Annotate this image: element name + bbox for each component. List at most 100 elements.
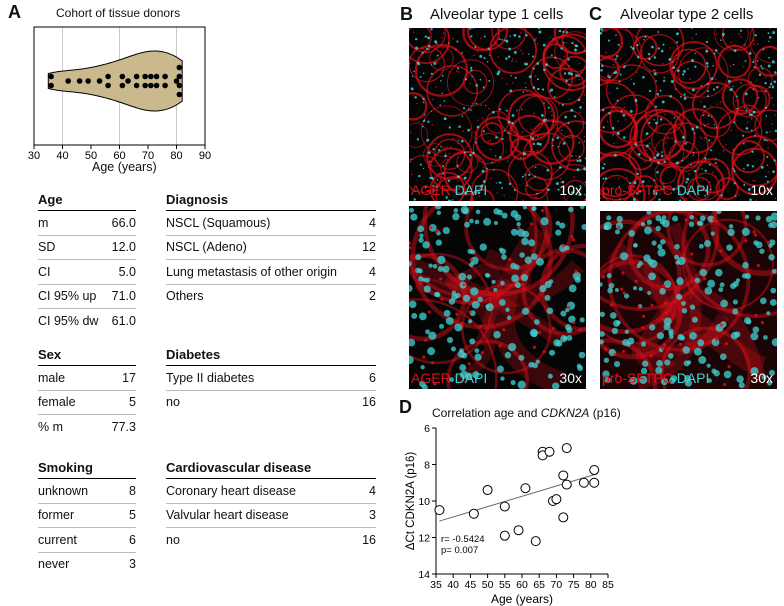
y-tick-label: 6 — [424, 423, 430, 435]
table-cell-value: 16 — [362, 532, 376, 547]
violin-tick-label: 70 — [142, 150, 154, 162]
x-tick-label: 60 — [516, 579, 528, 591]
table-cell-value: 6 — [369, 370, 376, 385]
table-cell-label: no — [166, 395, 180, 410]
table-header-sex: Sex — [38, 345, 136, 366]
violin-dot — [105, 73, 111, 80]
table-row: no 16 — [166, 391, 376, 415]
x-tick-label: 65 — [533, 579, 545, 591]
table-row: male 17 — [38, 366, 136, 391]
marker-label: pro-SFTPC — [602, 370, 673, 386]
marker-label: pro-SFTPC — [602, 182, 673, 198]
scatter-point — [499, 530, 510, 541]
violin-dot — [76, 78, 83, 84]
magnification-label: 10x — [559, 182, 582, 198]
table-row: Valvular heart disease 3 — [166, 504, 376, 528]
micrograph-title-b: Alveolar type 1 cells — [430, 6, 564, 23]
x-tick-label: 80 — [585, 579, 597, 591]
panel-letter-d: D — [399, 397, 412, 417]
scatter-point — [551, 494, 562, 505]
x-tick-label: 35 — [430, 579, 442, 591]
violin-tick-label: 80 — [170, 150, 182, 162]
scatter-point — [482, 485, 493, 496]
dapi-label: DAPI — [676, 370, 710, 386]
violin-dot — [133, 82, 140, 89]
scatter-point — [513, 525, 524, 536]
table-cell-label: Coronary heart disease — [166, 483, 296, 498]
marker-label: AGER — [411, 182, 451, 198]
table-cell-value: 12 — [362, 240, 376, 255]
scatter-point — [434, 505, 445, 516]
table-header-cardio: Cardiovascular disease — [166, 458, 376, 479]
annotation-r: r= -0.5424 — [441, 534, 485, 545]
violin-tick-label: 90 — [199, 150, 211, 162]
violin-dot — [85, 78, 91, 84]
annotation-p: p= 0.007 — [441, 545, 478, 556]
x-axis-label: Age (years) — [491, 592, 553, 606]
scatter-point — [589, 464, 600, 475]
magnification-label: 10x — [750, 182, 773, 198]
table-cell-label: former — [38, 508, 75, 523]
scatter-point — [578, 477, 589, 488]
table-header-diabetes: Diabetes — [166, 345, 376, 366]
table-cell-value: 3 — [129, 557, 136, 572]
panel-letter-a: A — [8, 2, 21, 22]
table-cell-value: 5 — [129, 395, 136, 410]
x-tick-label: 45 — [465, 579, 477, 591]
table-header-smoking: Smoking — [38, 458, 136, 479]
table-cell-value: 66.0 — [111, 215, 136, 230]
violin-tick-label: 30 — [28, 150, 40, 162]
table-row: % m 77.3 — [38, 415, 136, 439]
table-cell-label: never — [38, 557, 70, 572]
violin-title: Cohort of tissue donors — [56, 6, 181, 20]
violin-dot — [119, 82, 126, 89]
dapi-label: DAPI — [454, 182, 488, 198]
table-diabetes: Diabetes Type II diabetes 6 no 16 — [166, 345, 376, 414]
table-row: m 66.0 — [38, 211, 136, 236]
violin-dot — [142, 73, 148, 80]
violin-tick-label: 60 — [113, 150, 125, 162]
violin-dot — [148, 82, 154, 89]
table-row: Type II diabetes 6 — [166, 366, 376, 391]
dapi-label: DAPI — [676, 182, 710, 198]
table-row: CI 5.0 — [38, 260, 136, 285]
scatter-title: Correlation age and CDKN2A (p16) — [432, 406, 621, 420]
micrograph-title-c: Alveolar type 2 cells — [620, 6, 754, 23]
table-row: Others 2 — [166, 285, 376, 309]
table-cell-value: 2 — [369, 289, 376, 304]
violin-dot — [65, 78, 71, 84]
table-row: Coronary heart disease 4 — [166, 479, 376, 504]
magnification-label: 30x — [559, 370, 582, 386]
violin-dot — [119, 73, 126, 80]
table-cell-value: 16 — [362, 395, 376, 410]
table-cell-value: 4 — [369, 483, 376, 498]
violin-dot — [125, 78, 131, 84]
y-axis-label: ΔCt CDKN2A (p16) — [405, 452, 417, 551]
violin-xlabel: Age (years) — [92, 160, 157, 174]
scatter-plot: 35 40 45 50 55 60 65 70 75 80 85 6 8 10 12 14 r= -0.5424… — [405, 423, 614, 606]
table-cell-label: SD — [38, 240, 56, 255]
table-cell-value: 77.3 — [111, 419, 136, 434]
table-cell-label: Valvular heart disease — [166, 508, 289, 523]
table-row: female 5 — [38, 391, 136, 415]
table-cell-label: CI — [38, 264, 51, 279]
violin-tick-label: 50 — [85, 150, 97, 162]
y-tick-label: 14 — [418, 569, 430, 581]
violin-tick-label: 40 — [56, 150, 68, 162]
scatter-point — [544, 446, 555, 457]
marker-label: AGER — [411, 370, 451, 386]
scatter-point — [520, 483, 531, 494]
y-tick-label: 8 — [424, 460, 430, 472]
table-row: SD 12.0 — [38, 236, 136, 260]
micrograph-label: pro-SFTPC DAPI — [602, 370, 709, 386]
table-header-diagnosis: Diagnosis — [166, 190, 376, 211]
micrograph-label: AGER DAPI — [411, 370, 487, 386]
violin-dot — [148, 73, 154, 80]
table-cell-label: NSCL (Adeno) — [166, 240, 247, 255]
violin-dot — [176, 91, 183, 98]
x-tick-label: 50 — [482, 579, 494, 591]
table-cell-label: NSCL (Squamous) — [166, 215, 271, 230]
y-tick-label: 10 — [418, 496, 430, 508]
x-tick-label: 75 — [568, 579, 580, 591]
table-cell-value: 8 — [129, 483, 136, 498]
